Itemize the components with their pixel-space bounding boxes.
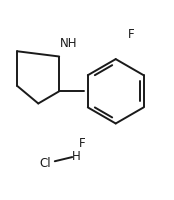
Text: H: H [72,150,81,163]
Text: NH: NH [60,37,78,50]
Text: Cl: Cl [39,157,51,170]
Text: F: F [128,28,135,41]
Text: F: F [79,137,86,150]
